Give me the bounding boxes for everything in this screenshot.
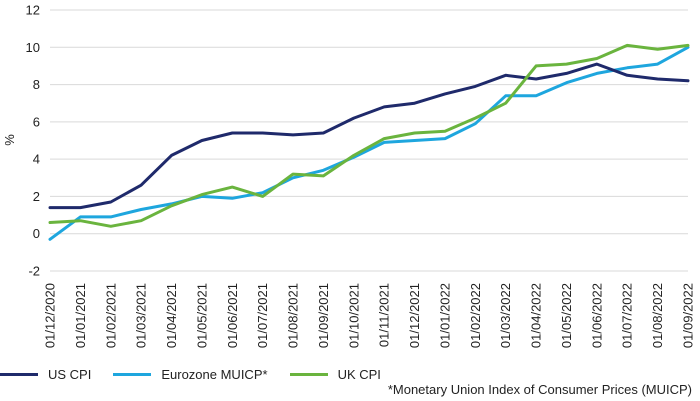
gridlines	[50, 9, 688, 272]
x-tick-labels: 01/12/2020 01/01/2021 01/02/2021 01/03/2021…	[43, 283, 696, 348]
legend-label-uk-cpi: UK CPI	[337, 366, 381, 382]
legend-swatch-eurozone-muicp	[113, 372, 152, 376]
x-tick-label: 01/11/2021	[377, 283, 392, 347]
footnote: *Monetary Union Index of Consumer Prices…	[387, 382, 692, 397]
x-tick-label: 01/12/2021	[407, 283, 422, 348]
legend-item-uk-cpi: UK CPI	[289, 366, 381, 382]
series-line-eurozone-muicp	[48, 45, 690, 241]
x-tick-label: 01/01/2022	[437, 283, 452, 348]
legend-item-us-cpi: US CPI	[0, 367, 91, 382]
y-tick-label: -2	[28, 264, 40, 279]
x-tick-label: 01/02/2021	[103, 283, 118, 348]
x-tick-label: 01/03/2021	[134, 283, 149, 348]
x-tick-label: 01/12/2020	[43, 283, 58, 348]
y-tick-label: 12	[26, 3, 40, 18]
x-tick-label: 01/06/2021	[225, 283, 240, 348]
y-tick-label: 2	[33, 189, 40, 204]
x-tick-label: 01/03/2022	[498, 283, 513, 348]
y-tick-label: 10	[26, 40, 40, 55]
y-tick-label: 4	[33, 152, 40, 167]
x-tick-label: 01/04/2021	[164, 283, 179, 348]
x-tick-label: 01/07/2022	[620, 283, 635, 348]
x-tick-label: 01/05/2021	[194, 283, 209, 348]
y-tick-label: 0	[33, 226, 40, 241]
cpi-line-chart: -2 0 2 4 6 8 10 12 % 01/12/2020 01/01/2021 01/02/…	[2, 3, 696, 349]
y-tick-label: 8	[33, 77, 40, 92]
x-tick-label: 01/06/2022	[589, 283, 604, 348]
x-tick-label: 01/02/2022	[468, 283, 483, 348]
x-tick-label: 01/07/2021	[255, 283, 270, 348]
y-tick-label: 6	[33, 114, 40, 129]
y-axis-label: %	[2, 134, 17, 146]
series-line-us-cpi	[48, 62, 690, 210]
x-tick-label: 01/09/2022	[681, 283, 696, 348]
legend-label-eurozone-muicp: Eurozone MUICP*	[161, 366, 268, 382]
series-lines	[48, 43, 690, 241]
legend-label-us-cpi: US CPI	[48, 366, 92, 382]
legend-item-eurozone-muicp: Eurozone MUICP*	[113, 366, 268, 382]
x-tick-label: 01/10/2021	[346, 283, 361, 348]
x-tick-label: 01/05/2022	[559, 283, 574, 348]
x-tick-label: 01/01/2021	[73, 283, 88, 348]
y-tick-labels: -2 0 2 4 6 8 10 12	[26, 3, 40, 279]
x-tick-label: 01/04/2022	[529, 283, 544, 348]
legend: US CPI Eurozone MUICP* UK CPI	[0, 364, 403, 384]
legend-swatch-us-cpi	[0, 372, 38, 376]
x-tick-label: 01/08/2021	[286, 283, 301, 348]
x-tick-label: 01/09/2021	[316, 283, 331, 348]
x-tick-label: 01/08/2022	[650, 283, 665, 348]
series-line-uk-cpi	[48, 43, 690, 228]
legend-swatch-uk-cpi	[289, 372, 328, 376]
